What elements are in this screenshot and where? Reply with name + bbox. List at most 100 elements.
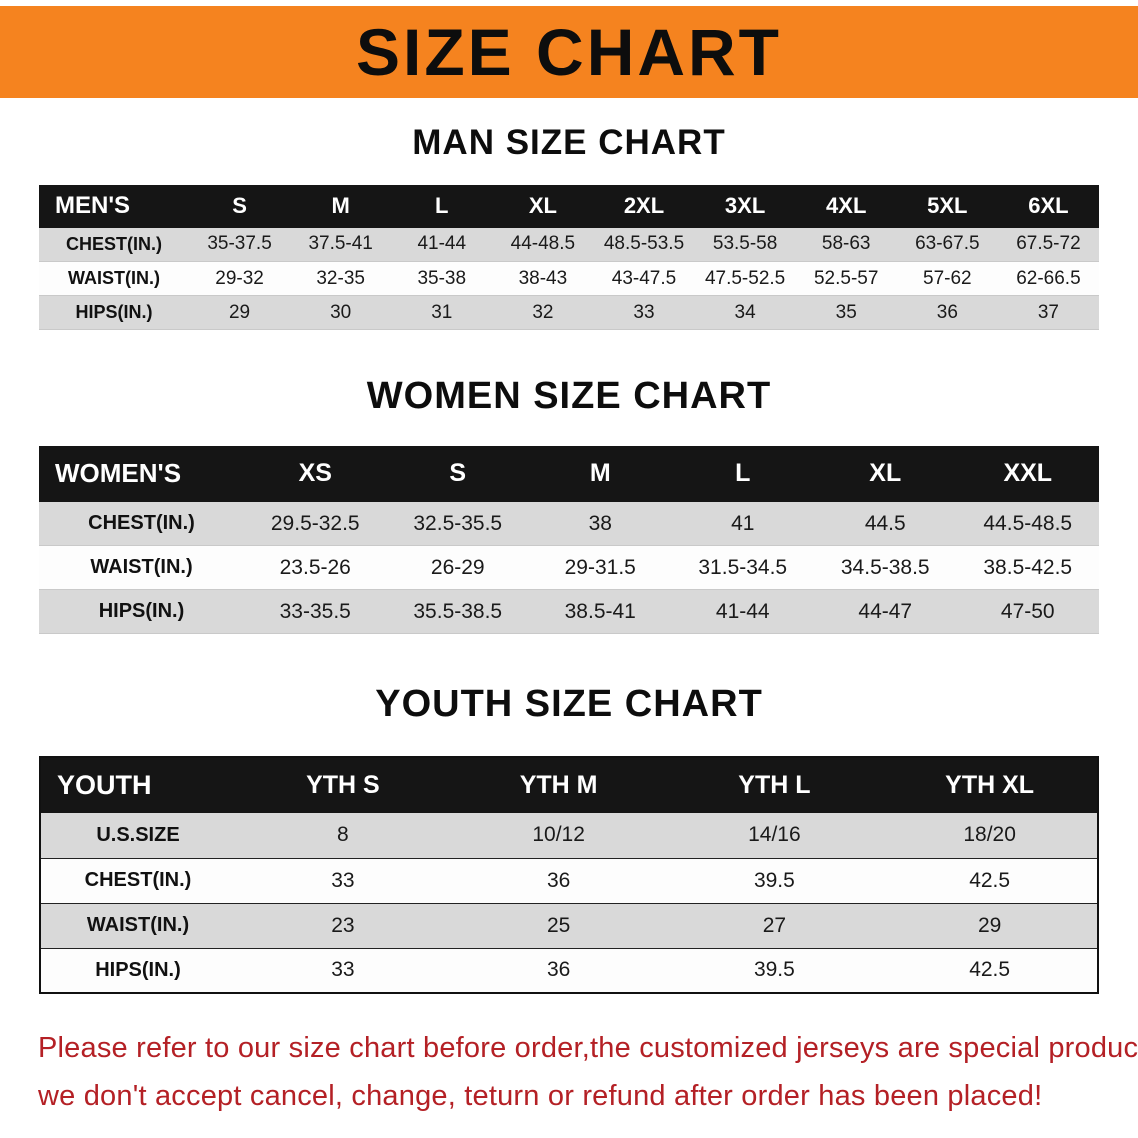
row-label-cell: CHEST(IN.) — [66, 233, 162, 254]
value-cell: 29.5-32.5 — [270, 511, 360, 535]
table-title-cell: YOUTH — [40, 757, 235, 814]
size-header-cell: YTH S — [235, 757, 451, 814]
size-header-cell: 4XL — [795, 184, 897, 228]
header-row: WOMEN'S XS S M L XL XXL — [39, 445, 1099, 502]
measurement-row: WAIST(IN.) 23 25 27 29 — [40, 903, 1098, 949]
women-size-table: WOMEN'S XS S M L XL XXL CHEST(IN.) 29.5-32.5 32.5… — [39, 445, 1099, 635]
value-cell: 14/16 — [748, 823, 801, 847]
value-cell: 44.5 — [864, 511, 906, 535]
value-cell: 10/12 — [532, 823, 585, 847]
measurement-row: CHEST(IN.) 35-37.5 37.5-41 41-44 44-48.5 48.5… — [39, 227, 1099, 262]
size-header-cell: 6XL — [997, 184, 1099, 228]
value-cell: 33 — [331, 958, 355, 982]
value-cell: 26-29 — [430, 555, 485, 579]
value-cell: 53.5-58 — [712, 233, 778, 255]
value-cell: 38-43 — [518, 267, 568, 289]
size-header-cell: S — [189, 184, 291, 228]
row-label-cell: U.S.SIZE — [96, 823, 180, 846]
row-label-cell: HIPS(IN.) — [75, 302, 153, 322]
measurement-row: WAIST(IN.) 23.5-26 26-29 29-31.5 31.5-34.5 34… — [39, 545, 1099, 590]
value-cell: 30 — [330, 301, 352, 323]
youth-size-section: YOUTH SIZE CHART YOUTH YTH S YTH M YTH L YTH… — [0, 683, 1138, 995]
size-header-cell: 3XL — [694, 184, 796, 228]
size-chart-page: SIZE CHART MAN SIZE CHART MEN'S S M L XL 2XL 3… — [0, 6, 1138, 1120]
value-cell: 33 — [331, 868, 355, 892]
value-cell: 38 — [588, 511, 612, 535]
value-cell: 43-47.5 — [611, 267, 677, 289]
row-label-cell: WAIST(IN.) — [90, 556, 193, 579]
women-section-heading: WOMEN SIZE CHART — [366, 375, 772, 417]
value-cell: 62-66.5 — [1016, 267, 1081, 289]
men-size-section: MAN SIZE CHART MEN'S S M L XL 2XL 3XL 4XL 5XL 6XL… — [0, 123, 1138, 331]
size-header-cell: M — [529, 445, 672, 502]
value-cell: 38.5-42.5 — [983, 555, 1073, 579]
value-cell: 42.5 — [969, 958, 1011, 982]
value-cell: 29-32 — [215, 267, 264, 289]
size-header-cell: XXL — [956, 445, 1099, 502]
value-cell: 47-50 — [1000, 599, 1055, 623]
value-cell: 31.5-34.5 — [698, 555, 788, 579]
value-cell: 27 — [762, 913, 787, 937]
value-cell: 25 — [546, 913, 571, 937]
row-label-cell: HIPS(IN.) — [95, 958, 181, 981]
value-cell: 36 — [546, 868, 571, 892]
notice-line-2: we don't accept cancel, change, teturn o… — [38, 1080, 1043, 1113]
value-cell: 31 — [431, 301, 453, 323]
value-cell: 23.5-26 — [279, 555, 351, 579]
value-cell: 36 — [546, 958, 571, 982]
header-row: YOUTH YTH S YTH M YTH L YTH XL — [40, 757, 1098, 814]
youth-section-heading: YOUTH SIZE CHART — [375, 683, 763, 726]
size-header-cell: 2XL — [593, 184, 695, 228]
size-header-cell: YTH XL — [882, 757, 1098, 814]
value-cell: 44-47 — [858, 599, 913, 623]
men-section-heading: MAN SIZE CHART — [412, 123, 726, 162]
men-size-table: MEN'S S M L XL 2XL 3XL 4XL 5XL 6XL CHEST(IN.) 35-37… — [39, 184, 1099, 331]
women-size-section: WOMEN SIZE CHART WOMEN'S XS S M L XL XXL CHEST(… — [0, 375, 1138, 635]
value-cell: 35 — [835, 301, 857, 323]
measurement-row: U.S.SIZE 8 10/12 14/16 18/20 — [40, 813, 1098, 859]
value-cell: 35-38 — [417, 267, 467, 289]
row-label-cell: HIPS(IN.) — [98, 600, 185, 623]
value-cell: 37.5-41 — [308, 233, 373, 255]
value-cell: 39.5 — [753, 868, 795, 892]
measurement-row: CHEST(IN.) 33 36 39.5 42.5 — [40, 858, 1098, 904]
value-cell: 67.5-72 — [1016, 233, 1081, 255]
row-label-cell: WAIST(IN.) — [86, 914, 190, 937]
row-label-cell: WAIST(IN.) — [68, 268, 160, 288]
value-cell: 18/20 — [963, 823, 1016, 847]
value-cell: 47.5-52.5 — [704, 267, 786, 289]
size-header-cell: XL — [492, 184, 594, 228]
value-cell: 8 — [337, 823, 349, 847]
value-cell: 48.5-53.5 — [603, 233, 685, 255]
measurement-row: WAIST(IN.) 29-32 32-35 35-38 38-43 43-47.5 47.… — [39, 261, 1099, 296]
value-cell: 32 — [532, 301, 554, 323]
measurement-row: HIPS(IN.) 29 30 31 32 33 34 35 36 37 — [39, 295, 1099, 330]
value-cell: 52.5-57 — [813, 267, 879, 289]
size-header-cell: 5XL — [896, 184, 998, 228]
page-title: SIZE CHART — [356, 15, 782, 89]
value-cell: 39.5 — [753, 958, 795, 982]
youth-size-table: YOUTH YTH S YTH M YTH L YTH XL U.S.SIZE 8 10/12… — [39, 756, 1099, 995]
table-title-cell: WOMEN'S — [39, 445, 244, 502]
header-row: MEN'S S M L XL 2XL 3XL 4XL 5XL 6XL — [39, 184, 1099, 228]
value-cell: 35-37.5 — [207, 233, 272, 255]
measurement-row: CHEST(IN.) 29.5-32.5 32.5-35.5 38 41 44.5 44.5… — [39, 501, 1099, 546]
value-cell: 44.5-48.5 — [983, 511, 1073, 535]
size-header-cell: L — [671, 445, 814, 502]
value-cell: 34 — [734, 301, 756, 323]
value-cell: 34.5-38.5 — [840, 555, 930, 579]
value-cell: 41 — [731, 511, 755, 535]
size-header-cell: XL — [814, 445, 957, 502]
value-cell: 33-35.5 — [279, 599, 351, 623]
value-cell: 42.5 — [969, 868, 1011, 892]
value-cell: 36 — [936, 301, 958, 323]
table-title-cell: MEN'S — [39, 184, 189, 228]
banner: SIZE CHART — [0, 6, 1138, 98]
value-cell: 23 — [331, 913, 355, 937]
value-cell: 35.5-38.5 — [413, 599, 503, 623]
size-header-cell: M — [290, 184, 392, 228]
measurement-row: HIPS(IN.) 33-35.5 35.5-38.5 38.5-41 41-44 44-… — [39, 589, 1099, 634]
value-cell: 41-44 — [417, 233, 467, 255]
value-cell: 33 — [633, 301, 655, 323]
row-label-cell: CHEST(IN.) — [88, 512, 195, 535]
